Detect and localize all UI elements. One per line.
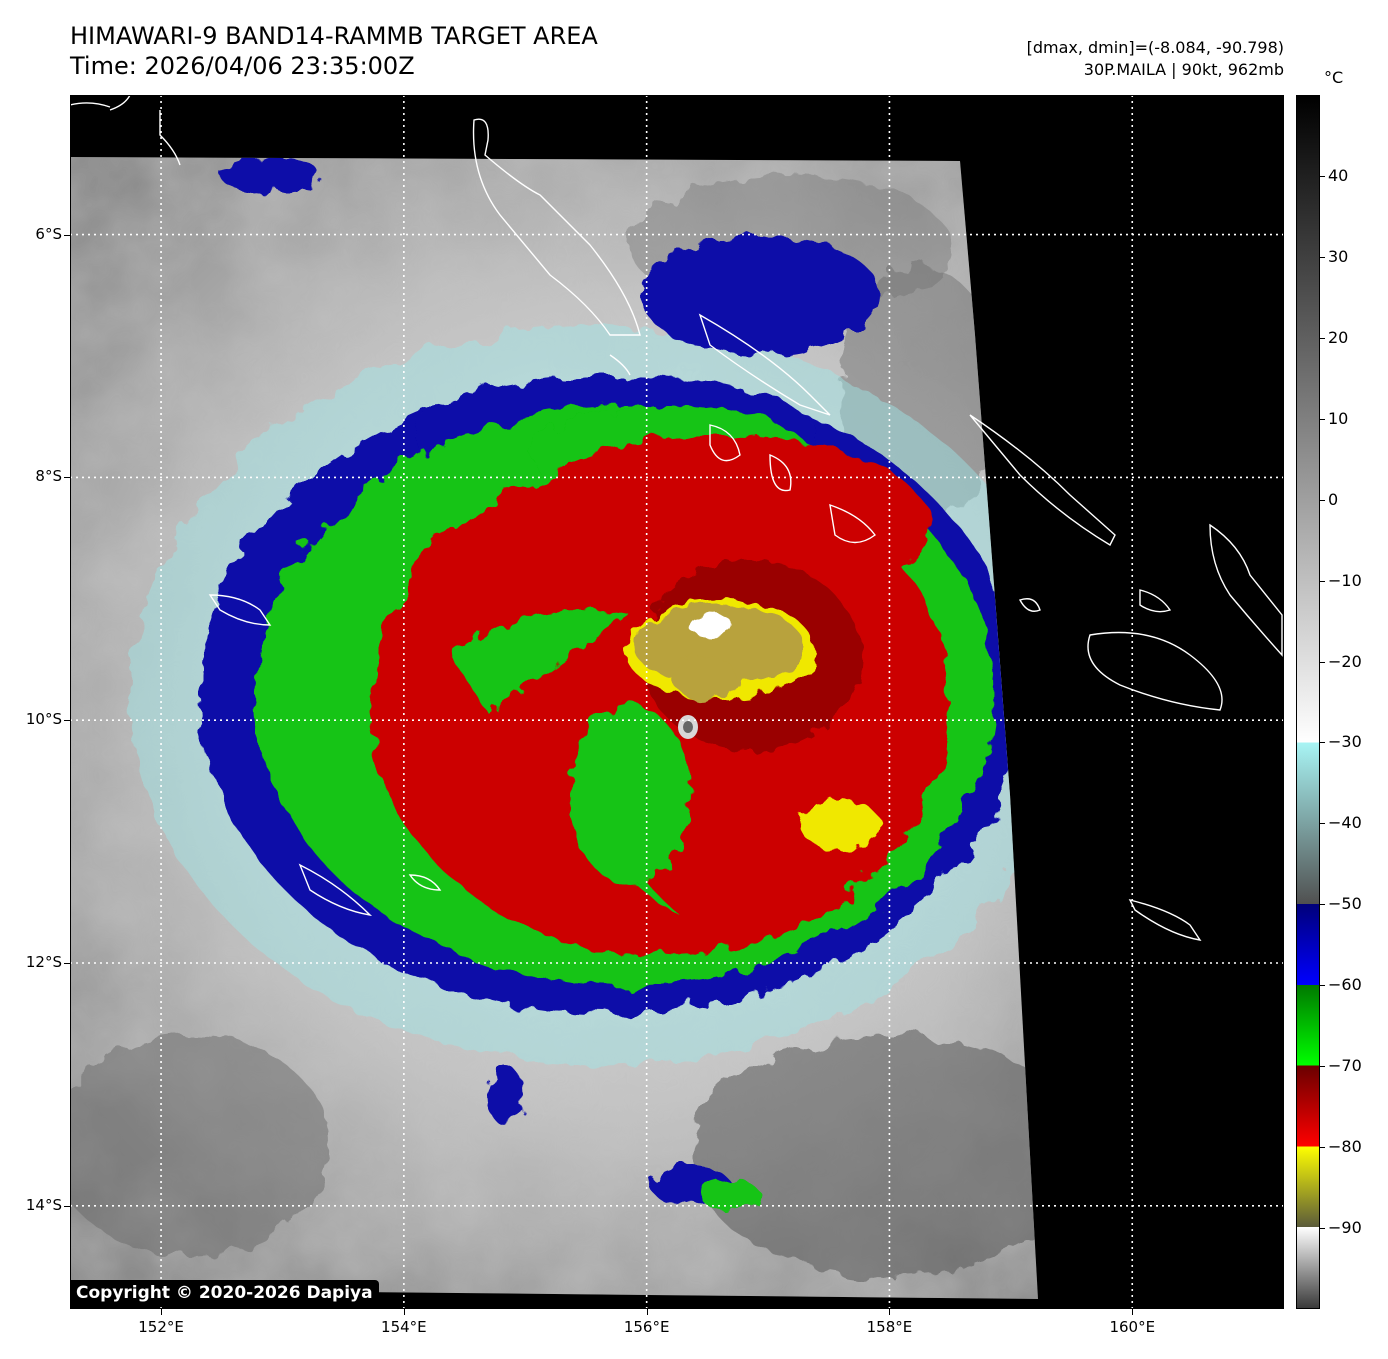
lat-tick — [64, 477, 70, 479]
colorbar-tick-label: 30 — [1328, 246, 1349, 266]
colorbar-tick — [1320, 499, 1325, 501]
lon-tick — [403, 1309, 405, 1315]
lat-lon-gridlines — [70, 95, 1284, 1309]
colorbar-tick — [1320, 418, 1325, 420]
colorbar-tick-label: 40 — [1328, 165, 1349, 185]
lon-tick — [646, 1309, 648, 1315]
coastlines — [70, 95, 1283, 941]
colorbar-tick — [1320, 661, 1325, 663]
lat-tick — [64, 234, 70, 236]
colorbar-tick-label: −90 — [1328, 1218, 1362, 1238]
colorbar-tick — [1320, 1228, 1325, 1230]
colorbar-tick-label: 20 — [1328, 327, 1349, 347]
colorbar-tick-label: 10 — [1328, 408, 1349, 428]
colorbar-tick — [1320, 742, 1325, 744]
colorbar-tick — [1320, 904, 1325, 906]
colorbar-tick-label: −20 — [1328, 651, 1362, 671]
map-svg — [70, 95, 1284, 1309]
lat-tick — [64, 1205, 70, 1207]
colorbar-tick-label: 0 — [1328, 489, 1339, 509]
observation-time: Time: 2026/04/06 23:35:00Z — [70, 52, 415, 80]
lon-tick — [1132, 1309, 1134, 1315]
lat-tick-label: 8°S — [35, 467, 62, 486]
lat-tick-label: 10°S — [25, 710, 62, 729]
lon-tick-label: 152°E — [138, 1318, 184, 1336]
colorbar-tick — [1320, 1147, 1325, 1149]
colorbar — [1296, 95, 1320, 1309]
lon-tick-label: 158°E — [866, 1318, 913, 1336]
copyright-notice: Copyright © 2020-2026 Dapiya — [70, 1280, 379, 1307]
colorbar-tick-label: −50 — [1328, 894, 1362, 914]
colorbar-tick-label: −40 — [1328, 813, 1362, 833]
colorbar-tick-label: −30 — [1328, 732, 1362, 752]
lon-tick — [889, 1309, 891, 1315]
lat-tick — [64, 963, 70, 964]
colorbar-tick — [1320, 256, 1325, 258]
colorbar-tick — [1320, 337, 1325, 339]
colorbar-tick-label: −80 — [1328, 1137, 1362, 1157]
colorbar-tick — [1320, 580, 1325, 582]
lon-tick-label: 160°E — [1109, 1318, 1156, 1336]
satellite-map — [70, 95, 1284, 1309]
colorbar-tick-label: −60 — [1328, 975, 1362, 995]
colorbar-tick-label: −70 — [1328, 1056, 1362, 1076]
storm-info: 30P.MAILA | 90kt, 962mb — [1083, 60, 1284, 79]
lat-tick — [64, 720, 70, 722]
colorbar-tick — [1320, 175, 1325, 177]
colorbar-tick — [1320, 823, 1325, 825]
lon-tick-label: 156°E — [623, 1318, 670, 1336]
temperature-range: [dmax, dmin]=(-8.084, -90.798) — [1026, 38, 1284, 57]
lon-tick — [161, 1309, 163, 1315]
colorbar-tick-label: −10 — [1328, 570, 1362, 590]
lat-tick-label: 14°S — [25, 1195, 62, 1214]
chart-title: HIMAWARI-9 BAND14-RAMMB TARGET AREA — [70, 22, 598, 50]
cloud-imagery — [70, 157, 1038, 1299]
lon-tick-label: 154°E — [381, 1318, 427, 1336]
lat-tick-label: 6°S — [35, 224, 62, 243]
cyclone-cloud-bands — [200, 157, 1020, 1210]
lat-tick-label: 12°S — [25, 953, 62, 971]
colorbar-tick — [1320, 985, 1325, 987]
colorbar-unit: °C — [1324, 68, 1344, 87]
colorbar-tick — [1320, 1066, 1325, 1068]
